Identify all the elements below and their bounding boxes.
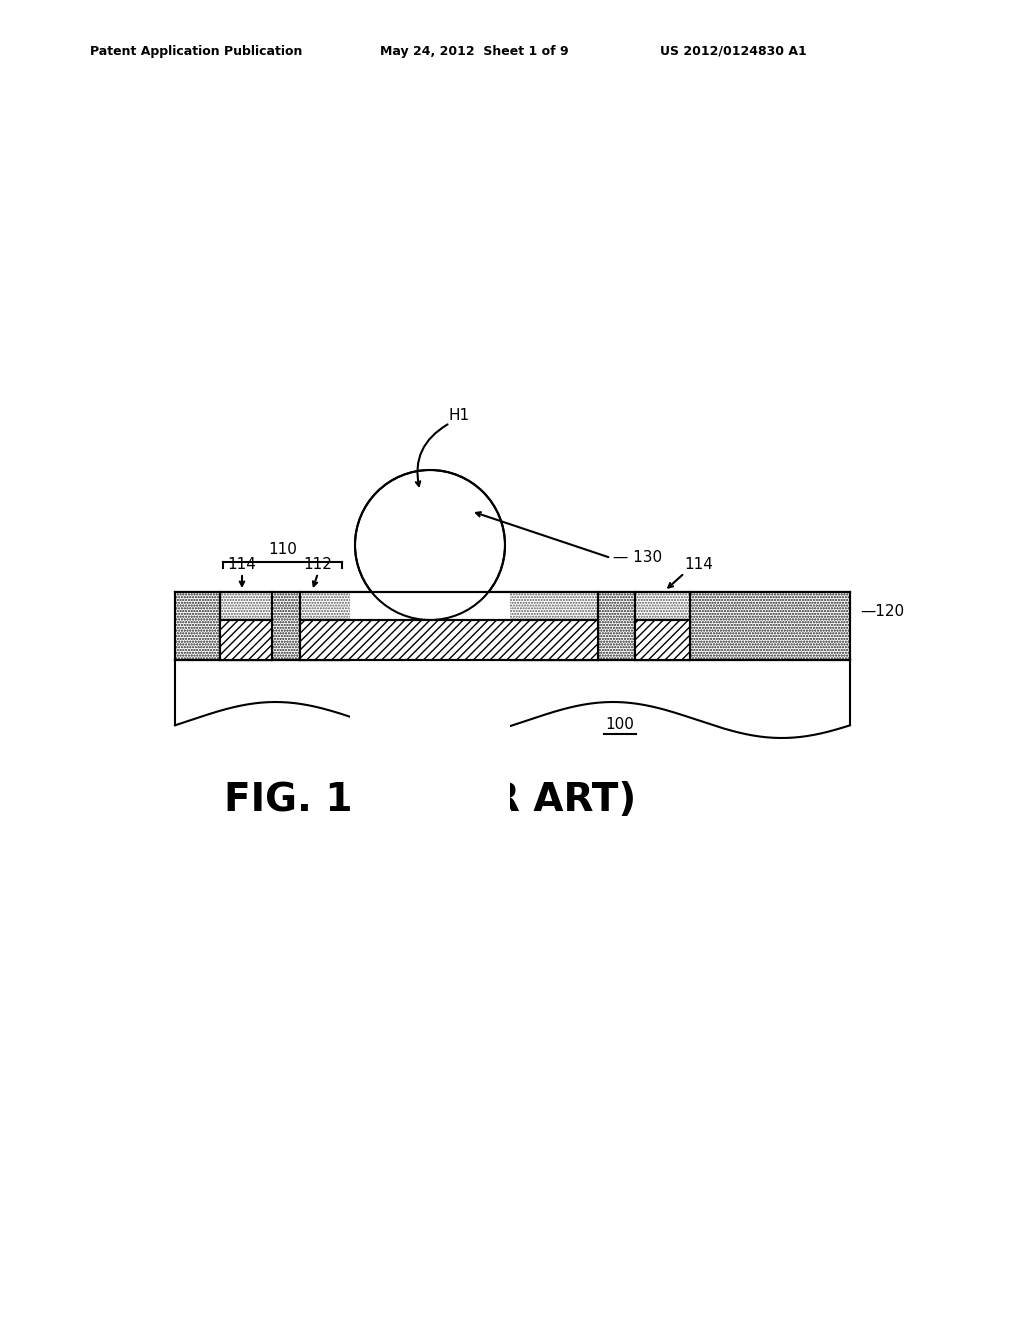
Bar bbox=[300, 620, 598, 660]
Bar bbox=[175, 591, 220, 660]
Text: 110: 110 bbox=[268, 543, 297, 557]
Bar bbox=[220, 620, 272, 660]
Bar bbox=[300, 620, 598, 660]
Bar bbox=[350, 591, 510, 1320]
Polygon shape bbox=[175, 660, 850, 738]
Bar bbox=[690, 591, 850, 660]
Bar bbox=[635, 620, 690, 660]
Text: —120: —120 bbox=[860, 605, 904, 619]
Bar bbox=[300, 620, 598, 660]
Text: 114: 114 bbox=[227, 557, 256, 572]
Text: 100: 100 bbox=[605, 717, 635, 733]
Bar bbox=[220, 620, 272, 660]
Text: — 130: — 130 bbox=[613, 550, 663, 565]
Bar bbox=[635, 620, 690, 660]
Bar bbox=[175, 591, 850, 660]
Bar bbox=[635, 620, 690, 660]
Text: FIG. 1 (PRIOR ART): FIG. 1 (PRIOR ART) bbox=[224, 781, 636, 818]
Text: Patent Application Publication: Patent Application Publication bbox=[90, 45, 302, 58]
Text: 114: 114 bbox=[684, 557, 714, 572]
Bar bbox=[598, 591, 635, 660]
Bar bbox=[220, 620, 272, 660]
Text: H1: H1 bbox=[449, 408, 469, 422]
Bar bbox=[300, 620, 598, 660]
Bar bbox=[220, 620, 272, 660]
Text: 112: 112 bbox=[303, 557, 333, 572]
Circle shape bbox=[355, 470, 505, 620]
Bar bbox=[635, 620, 690, 660]
Bar bbox=[272, 591, 300, 660]
Bar bbox=[175, 591, 850, 660]
Text: US 2012/0124830 A1: US 2012/0124830 A1 bbox=[660, 45, 807, 58]
Text: May 24, 2012  Sheet 1 of 9: May 24, 2012 Sheet 1 of 9 bbox=[380, 45, 568, 58]
